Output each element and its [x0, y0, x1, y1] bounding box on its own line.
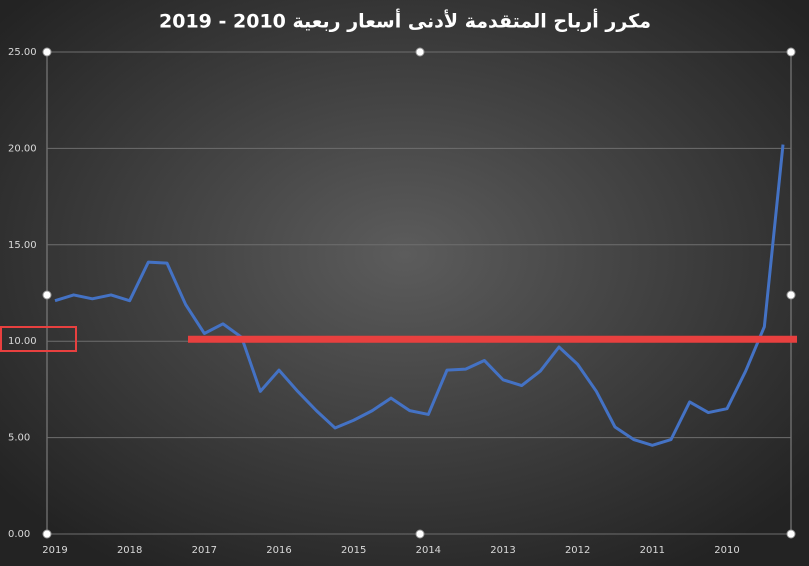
x-tick-label: 2018	[117, 545, 142, 556]
y-tick-label: 15.00	[8, 240, 37, 251]
x-tick-label: 2016	[266, 545, 291, 556]
x-tick-label: 2013	[490, 545, 515, 556]
x-tick-label: 2011	[640, 545, 665, 556]
chart-title: مكرر أرباح المتقدمة لأدنى أسعار ربعية 20…	[159, 9, 651, 33]
y-tick-label: 0.00	[8, 529, 30, 540]
y-tick-label: 5.00	[8, 433, 30, 444]
y-tick-label: 20.00	[8, 143, 37, 154]
selection-handles	[42, 47, 796, 539]
x-tick-label: 2017	[192, 545, 217, 556]
x-tick-label: 2010	[714, 545, 739, 556]
x-tick-label: 2015	[341, 545, 366, 556]
y-tick-label: 10.00	[8, 336, 37, 347]
y-tick-label: 25.00	[8, 47, 37, 58]
x-tick-label: 2012	[565, 545, 590, 556]
x-tick-label: 2014	[416, 545, 441, 556]
x-tick-label: 2019	[42, 545, 67, 556]
data-line	[54, 144, 785, 447]
highlight-box	[0, 326, 77, 352]
plot-area: 0.00 5.00 10.00 15.00 20.00 25.00 2019 2018 2017…	[8, 47, 797, 556]
